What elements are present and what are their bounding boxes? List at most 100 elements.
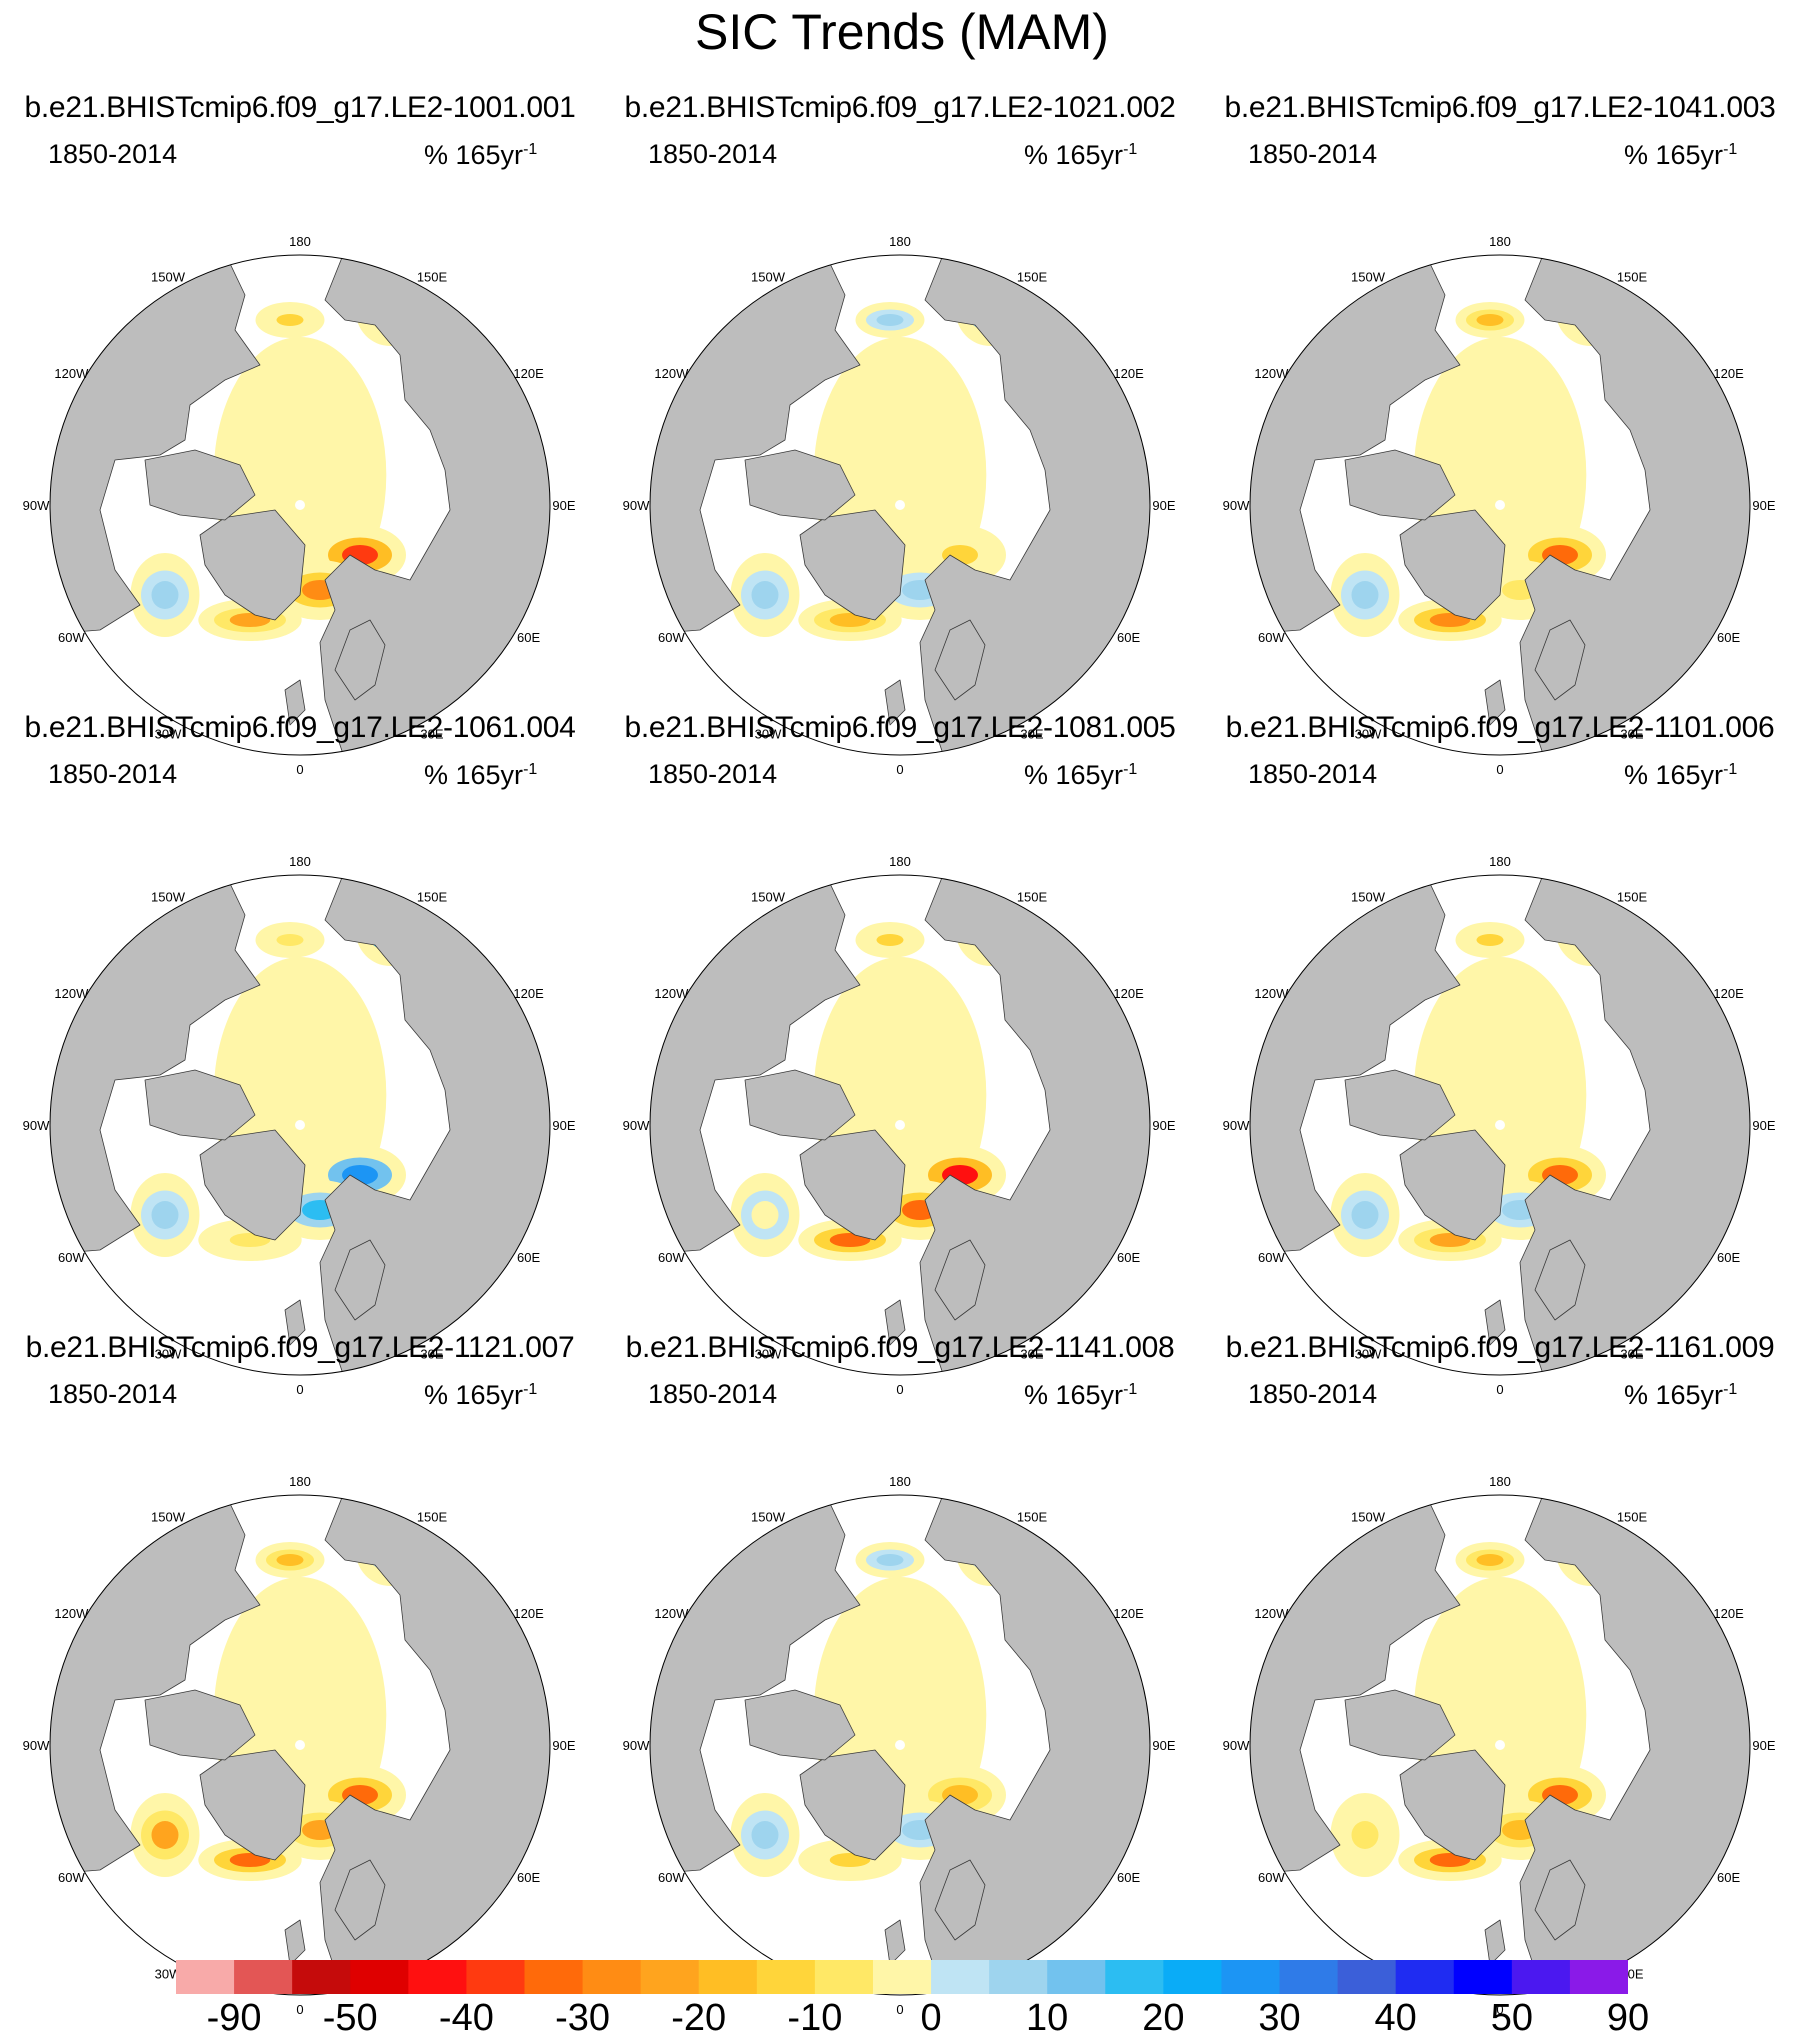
units-text: % 165yr: [424, 140, 524, 170]
trend-peak-labrador: [1351, 581, 1379, 609]
colorbar-swatch: [582, 1960, 642, 1994]
land-eurasia: [319, 255, 550, 755]
land-archipelago: [744, 449, 856, 521]
lon-label: 60E: [1117, 1250, 1140, 1265]
colorbar-swatch: [1569, 1960, 1629, 1994]
land-archipelago: [744, 1069, 856, 1141]
lon-label: 150E: [1617, 269, 1648, 284]
lon-label: 90W: [23, 1738, 50, 1753]
lon-label: 60E: [1717, 1250, 1740, 1265]
map-boundary: [649, 874, 1151, 1376]
lon-label: 150W: [751, 1509, 786, 1524]
trend-peak-labrador: [751, 581, 779, 609]
colorbar-tick-label: 30: [1258, 1997, 1301, 2039]
units-exponent: -1: [523, 761, 538, 778]
lon-label: 120E: [513, 986, 544, 1001]
land-scandi: [934, 1239, 986, 1321]
map-boundary: [1249, 254, 1751, 756]
main-title: SIC Trends (MAM): [695, 4, 1109, 60]
lon-label: 150W: [1351, 889, 1386, 904]
lon-label: 30W: [155, 1967, 182, 1982]
pole-hole: [295, 1120, 305, 1130]
lon-label: 30E: [420, 727, 443, 742]
lon-label: 60W: [658, 630, 685, 645]
trend-peak-bering: [876, 314, 904, 326]
lon-label: 90E: [1152, 498, 1175, 513]
trend-peak-labrador: [1351, 1821, 1379, 1849]
map-panel: 180 150E 120E 90E 60E 30E 0 30W 60W 90W 120W 150W b.…: [0, 90, 600, 777]
lon-label: 60E: [517, 630, 540, 645]
colorbar-swatch: [640, 1960, 700, 1994]
units-exponent: -1: [1723, 141, 1738, 158]
lon-label: 120E: [513, 366, 544, 381]
pole-hole: [295, 1740, 305, 1750]
lon-label: 60E: [1117, 630, 1140, 645]
lon-label: 150E: [1617, 1509, 1648, 1524]
land-archipelago: [144, 1689, 256, 1761]
lon-label: 150W: [1351, 269, 1386, 284]
colorbar-tick-label: 90: [1606, 1997, 1650, 2039]
units-exponent: -1: [1123, 1381, 1138, 1398]
land-britain: [884, 679, 906, 726]
land-scandi: [1534, 619, 1586, 701]
lon-label: 90W: [23, 1118, 50, 1133]
lon-label: 30E: [1020, 727, 1043, 742]
lon-label: 90W: [1223, 498, 1250, 513]
map-panel: 180 150E 120E 90E 60E 30E 0 30W 60W 90W 120W 150W b.…: [1200, 90, 1800, 777]
map-boundary: [49, 254, 551, 756]
units-label: % 165yr-1: [424, 1374, 537, 1411]
colorbar-swatch: [1453, 1960, 1513, 1994]
trend-peak-labrador: [151, 1201, 179, 1229]
lon-label: 150W: [151, 889, 186, 904]
land-archipelago: [1344, 1069, 1456, 1141]
colorbar-swatch: [872, 1960, 932, 1994]
land-britain: [884, 1919, 906, 1966]
land-britain: [1484, 1919, 1506, 1966]
lon-label: 150W: [151, 1509, 186, 1524]
map-panel: 180 150E 120E 90E 60E 30E 0 30W 60W 90W 120W 150W b.…: [0, 710, 600, 1397]
pole-hole: [1495, 500, 1505, 510]
lon-label: 30E: [1620, 1347, 1643, 1362]
trend-peak-bering: [276, 1554, 304, 1566]
map-boundary: [1249, 1494, 1751, 1996]
lon-label: 60E: [517, 1870, 540, 1885]
map-panel: 180 150E 120E 90E 60E 30E 0 30W 60W 90W 120W 150W b.…: [600, 710, 1200, 1397]
lon-label: 60E: [517, 1250, 540, 1265]
lon-label: 60W: [658, 1870, 685, 1885]
period-label: 1850-2014: [1248, 139, 1378, 169]
colorbar-swatch: [408, 1960, 467, 1994]
lon-label: 120E: [1113, 1606, 1144, 1621]
lon-label: 90W: [1223, 1738, 1250, 1753]
lon-label: 0: [1496, 762, 1503, 777]
land-greenland: [199, 1749, 306, 1861]
land-greenland: [199, 509, 306, 621]
pole-hole: [1495, 1740, 1505, 1750]
land-scandi: [334, 619, 386, 701]
map-boundary: [649, 254, 1151, 756]
land-eurasia: [319, 875, 550, 1375]
land-eurasia: [319, 1495, 550, 1995]
colorbar-swatch: [756, 1960, 816, 1994]
colorbar-svg: [176, 1960, 1629, 1994]
colorbar-tick-label: 20: [1142, 1997, 1185, 2039]
lon-label: 180: [889, 234, 911, 249]
land-britain: [284, 679, 306, 726]
lon-label: 90E: [552, 1118, 575, 1133]
trend-peak-labrador: [151, 1821, 179, 1849]
units-label: % 165yr-1: [1024, 134, 1137, 171]
trend-peak-bering: [1476, 1554, 1504, 1566]
lon-label: 90E: [552, 1738, 575, 1753]
lon-label: 120E: [1713, 1606, 1744, 1621]
colorbar-tick-label: 40: [1374, 1997, 1417, 2039]
land-archipelago: [1344, 449, 1456, 521]
units-text: % 165yr: [1624, 760, 1724, 790]
lon-label: 120W: [54, 366, 89, 381]
units-label: % 165yr-1: [424, 134, 537, 171]
lon-label: 150E: [1017, 889, 1048, 904]
colorbar-swatch: [814, 1960, 874, 1994]
trend-peak-bering: [276, 934, 304, 946]
panel-title: b.e21.BHISTcmip6.f09_g17.LE2-1101.006: [1225, 711, 1775, 744]
